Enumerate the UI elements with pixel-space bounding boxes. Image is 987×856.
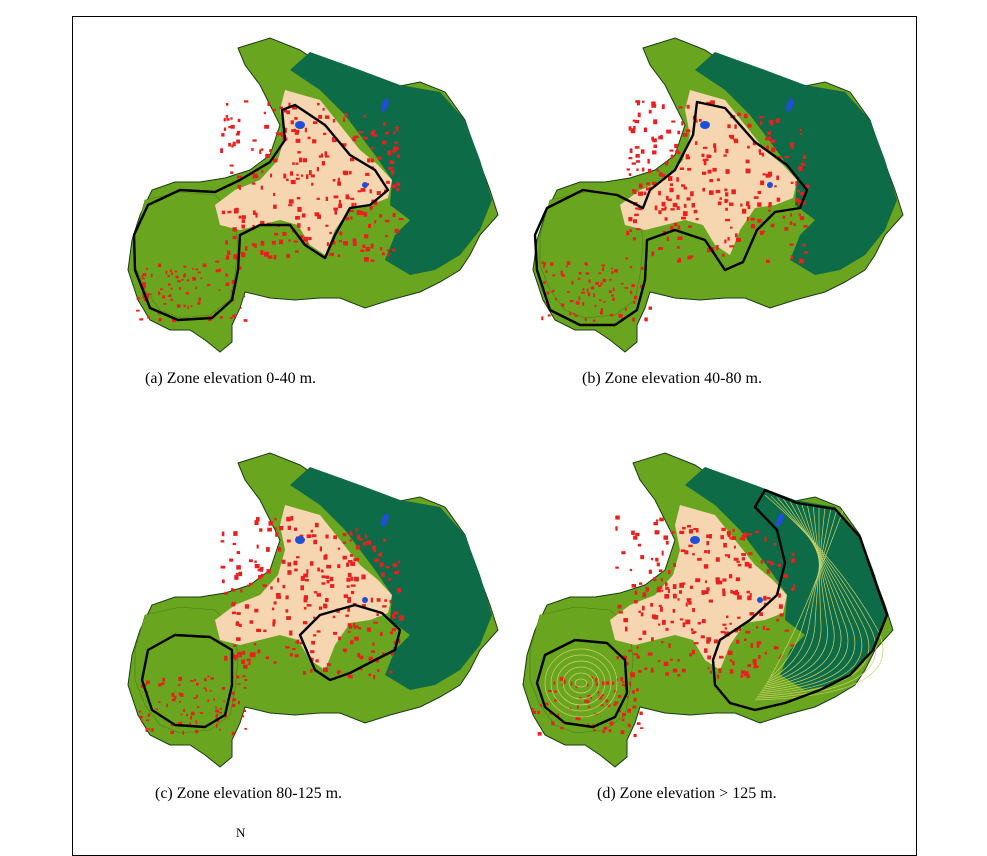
sand-zone [215,90,392,255]
water-body [381,98,389,112]
map-panel-c [120,445,500,785]
north-arrow-label: N [236,825,246,840]
water-body [381,513,389,527]
water-body [757,597,763,603]
west-hill [134,191,239,319]
elevation-map [127,37,499,353]
caption-b: (b) Zone elevation 40-80 m. [582,370,762,387]
zone-boundary [132,103,390,322]
map-panel-d [515,445,895,785]
elevation-map [532,37,904,353]
contour-lines [544,494,884,718]
water-body [690,536,700,544]
water-body [362,182,368,188]
water-body [786,98,794,112]
caption-c: (c) Zone elevation 80-125 m. [155,785,343,802]
water-body [295,536,305,544]
urban-areas [531,515,796,738]
map-panel-a [120,30,500,370]
dark-forest-zone [290,467,492,690]
water-body [776,513,784,527]
elevation-map [522,452,894,768]
dark-forest-zone [695,52,897,275]
water-body [362,597,368,603]
zone-boundary [140,603,402,729]
caption-d: (d) Zone elevation > 125 m. [597,785,777,802]
sand-zone [610,505,787,670]
zone-boundary [535,488,889,729]
caption-a: (a) Zone elevation 0-40 m. [145,370,317,387]
water-body [295,121,305,129]
water-body [767,182,773,188]
elevation-map [127,452,499,768]
zone-boundary [533,100,809,327]
map-panel-b [525,30,905,370]
dark-forest-zone [685,467,887,690]
water-body [700,121,710,129]
